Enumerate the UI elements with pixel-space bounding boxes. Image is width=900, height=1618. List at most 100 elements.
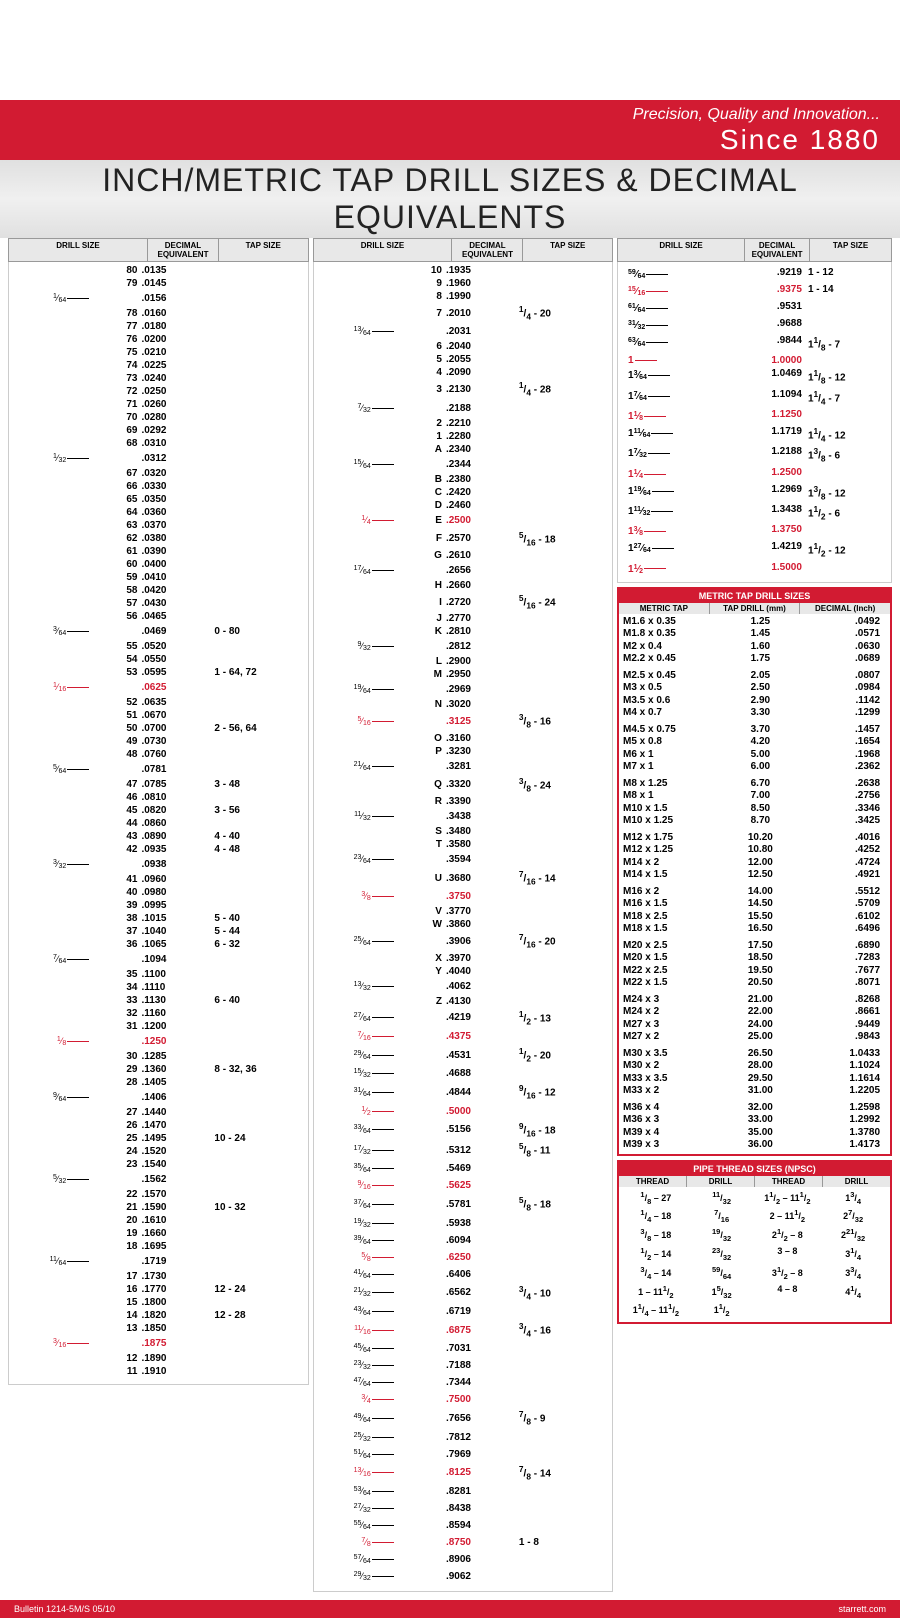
table-row: A.2340 <box>317 443 610 456</box>
pipe-row: 3/8 – 1819/3221/2 – 8221/32 <box>623 1226 886 1245</box>
table-row: O.3160 <box>317 732 610 745</box>
table-row: 7⁄64.1094 <box>12 951 305 968</box>
table-row: 4.2090 <box>317 366 610 379</box>
table-row: 53.05951 - 64, 72 <box>12 666 305 679</box>
metric-row: M22 x 1.520.50.8071 <box>623 977 886 990</box>
table-row: 5.2055 <box>317 353 610 366</box>
table-row: 111⁄321.343811/2 - 6 <box>622 503 887 523</box>
table-row: 11.0000 <box>622 354 887 367</box>
metric-h1: METRIC TAP <box>619 603 710 614</box>
table-row: 1⁄2.5000 <box>317 1103 610 1120</box>
metric-row: M1.8 x 0.351.45.0571 <box>623 628 886 641</box>
table-row: 59.0410 <box>12 571 305 584</box>
metric-row: M2.2 x 0.451.75.0689 <box>623 653 886 666</box>
pipe-h1: THREAD <box>619 1176 687 1187</box>
banner: Precision, Quality and Innovation... Sin… <box>0 100 900 160</box>
table-row: H.2660 <box>317 579 610 592</box>
metric-row: M3.5 x 0.62.90.1142 <box>623 695 886 708</box>
table-row: 12.1890 <box>12 1352 305 1365</box>
table-row: 20.1610 <box>12 1214 305 1227</box>
table-row: 43⁄64.6719 <box>317 1303 610 1320</box>
table-row: 38.10155 - 40 <box>12 912 305 925</box>
table-row: 23.1540 <box>12 1158 305 1171</box>
table-row: 48.0760 <box>12 748 305 761</box>
table-row: 32.1160 <box>12 1007 305 1020</box>
table-row: 17⁄641.109411/4 - 7 <box>622 388 887 408</box>
table-row: 68.0310 <box>12 437 305 450</box>
metric-row: M12 x 1.7510.20.4016 <box>623 832 886 845</box>
table-row: T.3580 <box>317 838 610 851</box>
table-row: 17⁄64.2656 <box>317 562 610 579</box>
pipe-h2: DRILL <box>687 1176 755 1187</box>
table-row: 50.07002 - 56, 64 <box>12 722 305 735</box>
metric-row: M12 x 1.2510.80.4252 <box>623 844 886 857</box>
table-row: 59⁄64.92191 - 12 <box>622 266 887 283</box>
metric-row: M16 x 1.514.50.5709 <box>623 898 886 911</box>
table-row: 79.0145 <box>12 277 305 290</box>
pipe-row: 1/2 – 1423/323 – 831/4 <box>623 1245 886 1264</box>
table-row: L.2900 <box>317 655 610 668</box>
metric-h2: TAP DRILL (mm) <box>710 603 801 614</box>
pipe-row: 11/4 – 111/211/2 <box>623 1301 886 1320</box>
table-row: 61.0390 <box>12 545 305 558</box>
metric-row: M10 x 1.258.70.3425 <box>623 815 886 828</box>
pipe-row: 1 – 111/215/324 – 841/4 <box>623 1283 886 1302</box>
table-row: 25⁄64.39067/16 - 20 <box>317 931 610 951</box>
table-row: 28.1405 <box>12 1076 305 1089</box>
table-row: 47.07853 - 48 <box>12 778 305 791</box>
pipe-table: PIPE THREAD SIZES (NPSC) THREADDRILLTHRE… <box>617 1160 892 1325</box>
table-row: 1⁄4E.2500 <box>317 512 610 529</box>
table-row: 63.0370 <box>12 519 305 532</box>
table-row: 55.0520 <box>12 640 305 653</box>
metric-row: M27 x 324.00.9449 <box>623 1019 886 1032</box>
table-row: 25.149510 - 24 <box>12 1132 305 1145</box>
hdr-drill: DRILL SIZE <box>9 239 148 261</box>
table-row: 13.1850 <box>12 1322 305 1335</box>
table-row: 75.0210 <box>12 346 305 359</box>
table-row: 11⁄32.3438 <box>317 808 610 825</box>
table-row: 57.0430 <box>12 597 305 610</box>
table-row: 3⁄8.3750 <box>317 888 610 905</box>
table-row: 37⁄64.57815/8 - 18 <box>317 1194 610 1214</box>
table-row: 22.1570 <box>12 1188 305 1201</box>
table-row: 23⁄32.7188 <box>317 1357 610 1374</box>
metric-row: M4.5 x 0.753.70.1457 <box>623 724 886 737</box>
table-row: 42.09354 - 48 <box>12 843 305 856</box>
metric-row: M14 x 212.00.4724 <box>623 857 886 870</box>
table-row: 15.1800 <box>12 1296 305 1309</box>
table-row: 40.0980 <box>12 886 305 899</box>
table-row: G.2610 <box>317 549 610 562</box>
table-row: 14.182012 - 28 <box>12 1309 305 1322</box>
column-1: DRILL SIZEDECIMAL EQUIVALENTTAP SIZE 80.… <box>8 238 309 1592</box>
table-row: 17⁄321.218813/8 - 6 <box>622 445 887 465</box>
metric-h3: DECIMAL (Inch) <box>800 603 890 614</box>
table-row: 49⁄64.76567/8 - 9 <box>317 1408 610 1428</box>
table-row: 3⁄4.7500 <box>317 1391 610 1408</box>
metric-row: M27 x 225.00.9843 <box>623 1031 886 1044</box>
table-row: 43.08904 - 40 <box>12 830 305 843</box>
table-row: 13⁄81.3750 <box>622 523 887 540</box>
hdr-drill: DRILL SIZE <box>314 239 453 261</box>
table-row: 74.0225 <box>12 359 305 372</box>
table-row: 9⁄64.1406 <box>12 1089 305 1106</box>
table-row: 11⁄81.1250 <box>622 408 887 425</box>
table-row: 39.0995 <box>12 899 305 912</box>
table-row: 30.1285 <box>12 1050 305 1063</box>
table-row: 63⁄64.984411/8 - 7 <box>622 334 887 354</box>
table-row: 13⁄32.4062 <box>317 978 610 995</box>
metric-row: M5 x 0.84.20.1654 <box>623 736 886 749</box>
table-row: 27⁄32.8438 <box>317 1500 610 1517</box>
metric-table: METRIC TAP DRILL SIZES METRIC TAPTAP DRI… <box>617 587 892 1156</box>
column-2: DRILL SIZEDECIMAL EQUIVALENTTAP SIZE 10.… <box>313 238 614 1592</box>
table-row: D.2460 <box>317 499 610 512</box>
table-row: K.2810 <box>317 625 610 638</box>
hdr-dec: DECIMAL EQUIVALENT <box>148 239 219 261</box>
table-row: 39⁄64.6094 <box>317 1232 610 1249</box>
metric-row: M8 x 17.00.2756 <box>623 790 886 803</box>
table-row: M.2950 <box>317 668 610 681</box>
table-row: 17⁄32.53125/8 - 11 <box>317 1140 610 1160</box>
table-row: 5⁄32.1562 <box>12 1171 305 1188</box>
metric-row: M36 x 432.001.2598 <box>623 1102 886 1115</box>
metric-row: M1.6 x 0.351.25.0492 <box>623 616 886 629</box>
metric-row: M10 x 1.58.50.3346 <box>623 803 886 816</box>
